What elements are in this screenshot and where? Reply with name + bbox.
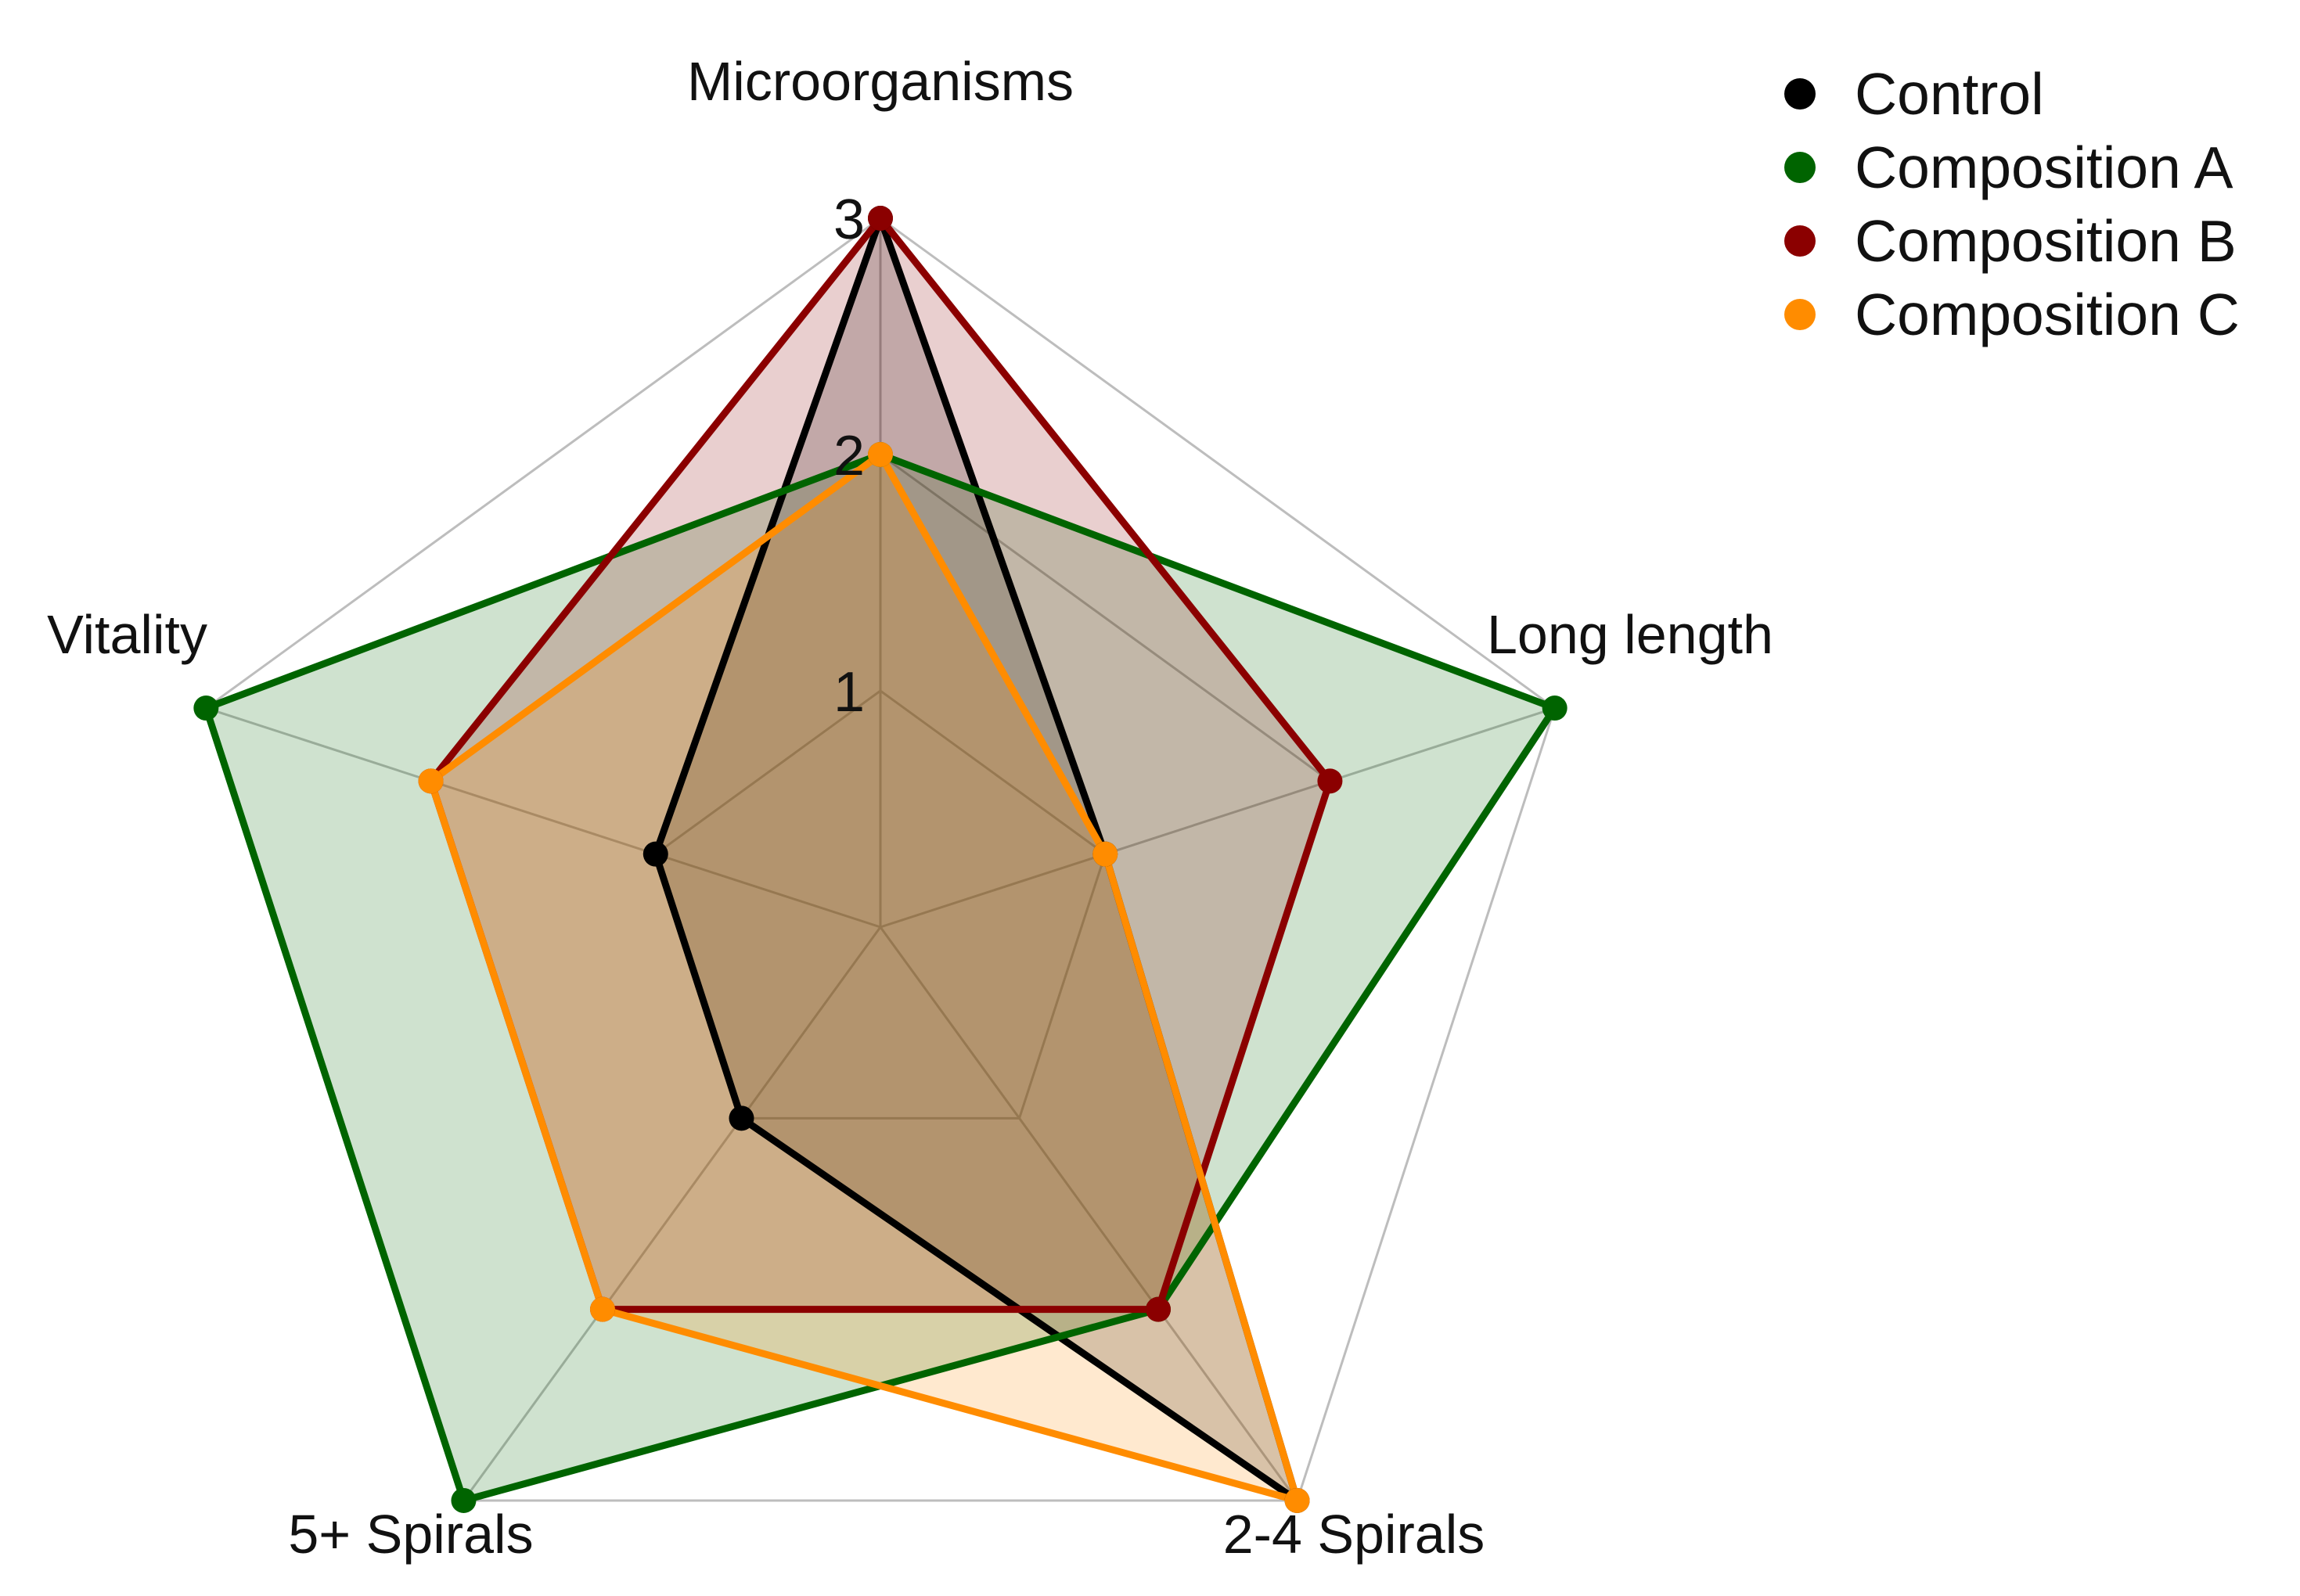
series-line-composition-b — [427, 214, 1334, 1314]
data-point-composition-a — [193, 696, 219, 721]
data-point-composition-c — [589, 1296, 615, 1322]
legend-marker-control — [1784, 78, 1816, 110]
series-line-composition-a — [202, 451, 1559, 1504]
data-point-composition-a — [1542, 696, 1568, 721]
grid-ring-3 — [204, 217, 1557, 1502]
axis-labels: Microorganisms Long length 2-4 Spirals 5+ S… — [47, 51, 1773, 1565]
axis-label-2-4-spirals: 2-4 Spirals — [1223, 1504, 1485, 1565]
series-fill-composition-b — [430, 218, 1330, 1310]
data-point-composition-b — [1317, 768, 1343, 794]
data-point-control — [729, 1105, 754, 1131]
data-point-composition-c — [868, 442, 893, 467]
data-point-composition-c — [418, 768, 444, 794]
data-point-composition-a — [451, 1487, 477, 1513]
data-point-composition-b — [1146, 1296, 1172, 1322]
axis-label-long-length: Long length — [1487, 604, 1773, 665]
series-line-composition-c — [427, 451, 1301, 1504]
grid-ring-1 — [654, 689, 1107, 1120]
data-point-control — [642, 841, 668, 867]
legend-label-composition-b: Composition B — [1855, 208, 2237, 274]
series-lines — [202, 214, 1559, 1504]
tick-label: 2 — [833, 425, 865, 487]
legend-label-composition-c: Composition C — [1855, 282, 2240, 347]
grid-spoke — [879, 926, 1298, 1501]
legend-marker-composition-c — [1784, 299, 1816, 330]
series-fills — [206, 218, 1555, 1501]
series-fill-composition-a — [206, 455, 1555, 1501]
axis-label-vitality: Vitality — [47, 604, 207, 665]
tick-label: 1 — [833, 661, 865, 724]
legend: Control Composition A Composition B Composi… — [1784, 61, 2240, 347]
data-point-composition-b — [868, 206, 893, 231]
tick-label: 3 — [833, 189, 865, 251]
legend-marker-composition-b — [1784, 225, 1816, 257]
grid-spoke — [205, 706, 881, 929]
axis-label-5-spirals: 5+ Spirals — [288, 1504, 533, 1565]
data-point-composition-c — [1092, 841, 1118, 867]
tick-labels: 1 2 3 — [833, 189, 865, 724]
series-fill-control — [655, 218, 1298, 1501]
data-point-composition-c — [1284, 1487, 1310, 1513]
series-points — [193, 206, 1568, 1513]
series-fill-composition-c — [430, 455, 1298, 1501]
grid-spoke — [463, 926, 882, 1501]
axis-label-microorganisms: Microorganisms — [687, 51, 1074, 112]
legend-label-composition-a: Composition A — [1855, 135, 2233, 200]
legend-marker-composition-a — [1784, 152, 1816, 183]
legend-label-control: Control — [1855, 61, 2044, 127]
grid-spoke — [880, 706, 1556, 929]
